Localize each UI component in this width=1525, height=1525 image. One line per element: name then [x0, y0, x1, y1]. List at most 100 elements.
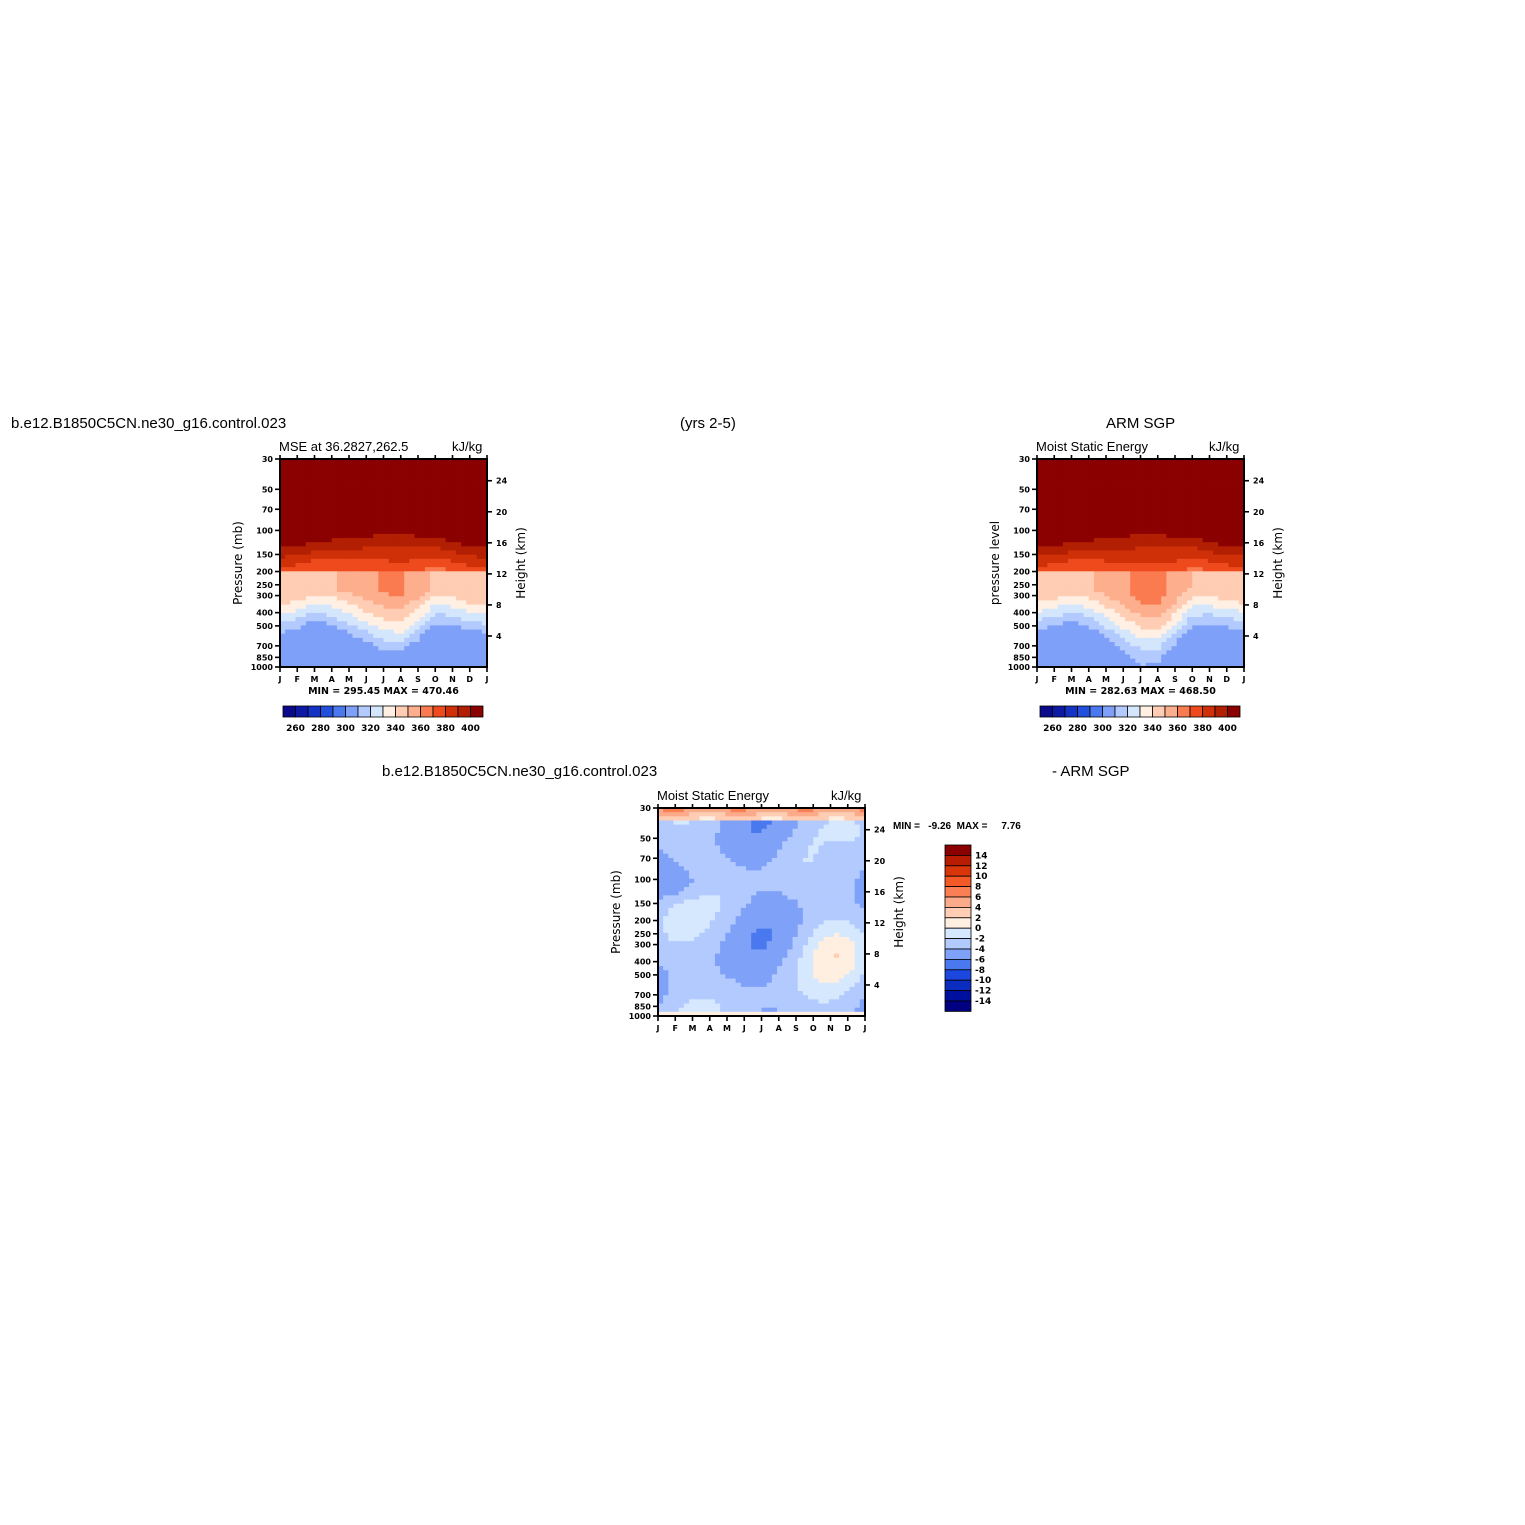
diff-contour-cell [813, 882, 820, 888]
model-contour-cell [430, 546, 436, 552]
model-contour-cell [305, 463, 312, 468]
obs-contour-cell [1176, 608, 1183, 614]
model-contour-cell [367, 475, 374, 481]
model-contour-cell [414, 467, 421, 473]
obs-contour-cell [1073, 642, 1079, 647]
diff-contour-cell [658, 820, 664, 826]
diff-contour-cell [823, 820, 830, 826]
diff-contour-cell [694, 837, 700, 842]
diff-contour-cell [782, 862, 788, 867]
obs-contour-cell [1145, 621, 1152, 626]
model-contour-cell [378, 608, 385, 614]
obs-contour-cell [1062, 571, 1069, 577]
model-contour-cell [440, 650, 447, 656]
model-contour-cell [352, 617, 359, 622]
model-contour-cell [357, 550, 364, 556]
obs-contour-cell [1176, 546, 1183, 552]
model-contour-cell [378, 654, 385, 660]
obs-contour-cell [1130, 579, 1136, 585]
obs-contour-cell [1228, 567, 1235, 572]
model-contour-cell [367, 459, 374, 464]
diff-contour-cell [689, 828, 695, 834]
model-contour-cell [352, 533, 359, 539]
model-contour-cell [326, 467, 333, 473]
model-contour-cell [300, 579, 307, 585]
model-contour-cell [378, 633, 385, 639]
model-contour-cell [336, 567, 343, 572]
model-contour-cell [352, 621, 359, 626]
diff-contour-cell [678, 887, 685, 892]
model-contour-cell [455, 579, 462, 585]
model-contour-cell [305, 608, 312, 614]
diff-contour-cell [714, 887, 721, 892]
obs-contour-cell [1047, 637, 1054, 643]
model-contour-cell [388, 642, 395, 647]
model-contour-cell [476, 587, 483, 593]
model-contour-cell [455, 629, 462, 635]
obs-contour-cell [1166, 563, 1173, 568]
obs-contour-cell [1119, 646, 1126, 651]
model-contour-cell [290, 633, 297, 639]
model-contour-cell [362, 496, 369, 502]
diff-contour-cell [823, 845, 830, 851]
model-contour-cell [445, 554, 452, 560]
diff-contour-cell [740, 828, 747, 834]
model-contour-cell [461, 525, 467, 531]
model-contour-cell [357, 504, 364, 510]
diff-contour-cell [771, 849, 778, 855]
obs-contour-cell [1192, 621, 1199, 626]
diff-contour-cell [740, 887, 747, 892]
model-contour-cell [481, 546, 488, 552]
diff-contour-cell [808, 841, 814, 847]
obs-contour-cell [1228, 546, 1235, 552]
model-contour-cell [290, 604, 297, 610]
obs-contour-cell [1181, 617, 1188, 622]
obs-contour-cell [1099, 650, 1105, 656]
obs-contour-cell [1145, 529, 1152, 535]
obs-x-tick-label: S [1172, 675, 1178, 684]
model-contour-cell [430, 583, 436, 589]
diff-contour-cell [745, 866, 752, 871]
diff-contour-cell [828, 866, 835, 871]
obs-contour-cell [1042, 646, 1048, 651]
model-contour-cell [295, 654, 302, 660]
diff-contour-cell [761, 824, 768, 830]
obs-contour-cell [1130, 637, 1136, 643]
model-contour-cell [280, 571, 286, 577]
model-contour-cell [414, 600, 421, 606]
obs-contour-cell [1124, 496, 1131, 502]
model-contour-cell [336, 596, 343, 602]
diff-contour-cell [813, 849, 820, 855]
model-contour-cell [347, 583, 354, 589]
obs-contour-cell [1156, 504, 1162, 510]
diff-contour-cell [730, 816, 737, 822]
model-contour-cell [280, 463, 286, 468]
obs-contour-cell [1057, 467, 1064, 473]
obs-contour-cell [1166, 621, 1173, 626]
model-contour-cell [414, 475, 421, 481]
model-contour-cell [476, 612, 483, 618]
model-contour-cell [393, 521, 400, 527]
obs-contour-cell [1135, 488, 1142, 493]
model-contour-cell [414, 471, 421, 477]
model-contour-cell [466, 471, 473, 477]
obs-contour-cell [1228, 475, 1235, 481]
obs-contour-cell [1238, 633, 1245, 639]
model-contour-cell [455, 533, 462, 539]
diff-contour-cell [714, 808, 721, 813]
model-y-right-tick-label: 20 [496, 508, 508, 517]
model-units: kJ/kg [452, 439, 483, 454]
diff-contour-cell [658, 853, 664, 859]
obs-contour-cell [1218, 504, 1224, 510]
obs-contour-cell [1124, 546, 1131, 552]
model-contour-cell [316, 508, 322, 514]
obs-contour-cell [1068, 642, 1074, 647]
diff-contour-cell [833, 812, 840, 817]
model-contour-cell [424, 488, 431, 493]
model-contour-cell [414, 504, 421, 510]
obs-contour-cell [1150, 475, 1157, 481]
obs-contour-cell [1176, 567, 1183, 572]
model-contour-cell [295, 575, 302, 581]
obs-contour-cell [1037, 587, 1043, 593]
model-contour-cell [399, 558, 405, 564]
